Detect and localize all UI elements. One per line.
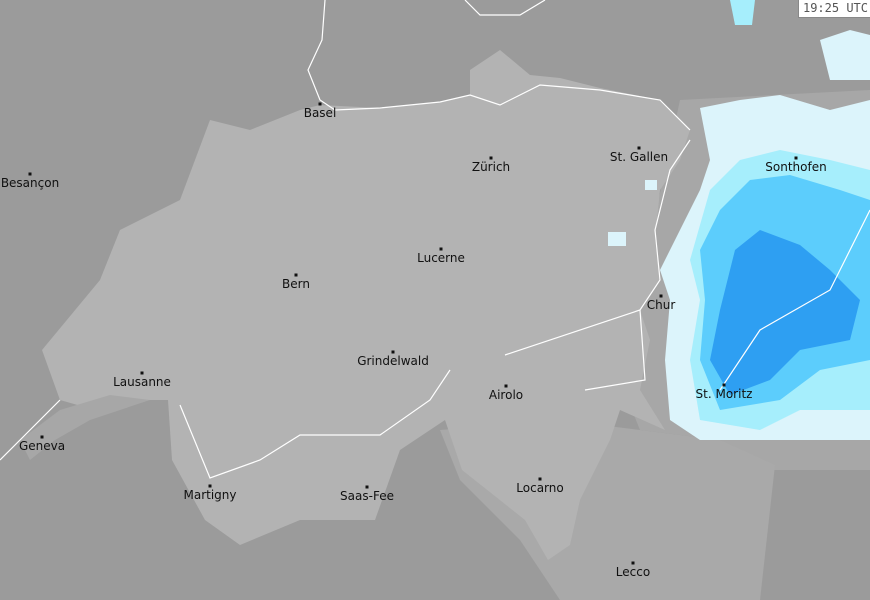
city-marker [631, 561, 635, 565]
city-marker [294, 273, 298, 277]
city-label: Grindelwald [357, 354, 429, 368]
city-label: Zürich [471, 160, 511, 174]
city-label: Lecco [615, 565, 651, 579]
lake-geneva-area [20, 395, 150, 460]
city-marker [659, 294, 663, 298]
city-marker [504, 384, 508, 388]
city-marker [391, 350, 395, 354]
city-label: Basel [303, 106, 337, 120]
city-marker [365, 485, 369, 489]
city-marker [208, 484, 212, 488]
border-lines [0, 0, 870, 479]
city-label: Geneva [18, 439, 66, 453]
precipitation-overlay [608, 0, 870, 440]
city-label: Besançon [0, 176, 60, 190]
city-marker [489, 156, 493, 160]
city-label: St. Gallen [609, 150, 669, 164]
city-marker [637, 146, 641, 150]
city-label: Airolo [488, 388, 524, 402]
city-marker [722, 383, 726, 387]
city-marker [28, 172, 32, 176]
city-marker [538, 477, 542, 481]
city-marker [794, 156, 798, 160]
city-label: Locarno [516, 481, 564, 495]
city-marker [40, 435, 44, 439]
city-marker [439, 247, 443, 251]
city-label: Bern [282, 277, 310, 291]
city-marker [140, 371, 144, 375]
city-label: Sonthofen [765, 160, 827, 174]
city-label: Martigny [183, 488, 237, 502]
city-label: Lausanne [113, 375, 171, 389]
timestamp: 19:25 UTC [797, 0, 870, 18]
city-label: Chur [646, 298, 676, 312]
city-marker [318, 102, 322, 106]
city-label: Saas-Fee [340, 489, 394, 503]
switzerland-region [42, 50, 690, 560]
city-label: Lucerne [417, 251, 465, 265]
city-label: St. Moritz [695, 387, 753, 401]
